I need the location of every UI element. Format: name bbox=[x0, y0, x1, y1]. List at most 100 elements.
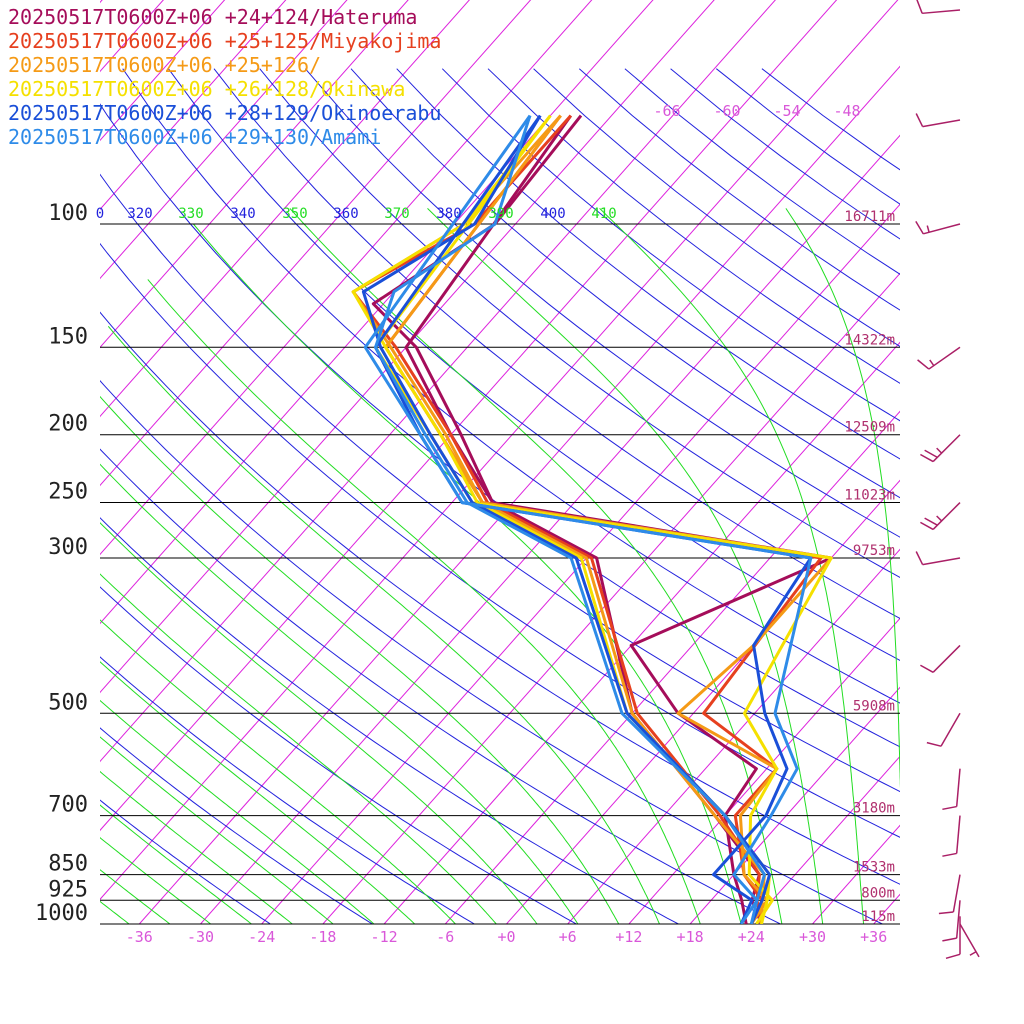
isotherm-line bbox=[812, 824, 900, 924]
height-label: 800m bbox=[861, 885, 895, 901]
legend-entry: 20250517T0600Z+06 +26+128/Okinawa bbox=[8, 77, 405, 101]
dry-adiabat-line bbox=[100, 586, 578, 924]
wind-barb-shaft bbox=[922, 9, 961, 15]
theta-label: 340 bbox=[230, 206, 255, 222]
wind-barb-flag bbox=[938, 911, 954, 915]
pressure-label: 250 bbox=[48, 480, 88, 505]
wind-barb-flag bbox=[916, 0, 923, 14]
wind-barbs bbox=[915, 0, 980, 960]
wind-barb-flag bbox=[915, 551, 924, 565]
wind-barb-shaft bbox=[932, 434, 961, 463]
wind-barb-shaft bbox=[952, 874, 961, 913]
dry-adiabat-line bbox=[578, 68, 900, 311]
legend: 20250517T0600Z+06 +24+124/Hateruma202505… bbox=[8, 5, 441, 149]
wind-barb-shaft bbox=[940, 712, 961, 747]
wind-barb bbox=[915, 113, 961, 128]
wind-barb bbox=[959, 923, 980, 958]
isotherm-line bbox=[100, 0, 593, 556]
wind-barb bbox=[942, 815, 961, 857]
theta-label: 0 bbox=[96, 206, 104, 222]
isotherm-line bbox=[100, 0, 287, 211]
temperature-tick-label: +18 bbox=[677, 928, 704, 946]
isotherm-line bbox=[444, 410, 900, 924]
pressure-label: 200 bbox=[48, 412, 88, 437]
isotherm-line bbox=[996, 0, 1024, 924]
wind-barb-flag bbox=[917, 359, 930, 370]
wind-barb-flag bbox=[942, 852, 957, 857]
temperature-tick-label: -18 bbox=[309, 928, 336, 946]
wind-barb-flag bbox=[920, 453, 934, 463]
height-label: 14322m bbox=[844, 332, 895, 348]
height-label: 16711m bbox=[844, 209, 895, 225]
pressure-label: 1000 bbox=[35, 901, 88, 926]
dewpoint-profile-line bbox=[363, 114, 813, 924]
dry-adiabat-line bbox=[100, 173, 900, 793]
wind-barb-flag bbox=[924, 449, 938, 459]
temperature-tick-label: +24 bbox=[738, 928, 765, 946]
wind-barb-flag bbox=[945, 953, 961, 960]
dry-adiabat-line bbox=[100, 311, 900, 885]
moist-adiabat-line bbox=[100, 619, 456, 924]
legend-entry: 20250517T0600Z+06 +28+129/Okinoerabu bbox=[8, 101, 441, 125]
legend-entry: 20250517T0600Z+06 +25+126/ bbox=[8, 53, 321, 77]
sounding-profiles bbox=[351, 114, 833, 924]
temperature-tick-label: -12 bbox=[371, 928, 398, 946]
dry-adiabat-line bbox=[100, 727, 374, 924]
wind-barb bbox=[942, 768, 961, 811]
isotherm-line bbox=[0, 0, 3, 924]
height-label: 115m bbox=[861, 909, 895, 925]
dry-adiabat-line bbox=[122, 68, 900, 704]
wind-barb-shaft bbox=[922, 557, 961, 566]
pressure-label: 700 bbox=[48, 793, 88, 818]
dry-adiabat-line bbox=[259, 68, 900, 579]
moist-adiabat-line bbox=[100, 661, 416, 924]
height-label: 11023m bbox=[844, 488, 895, 504]
wind-barb bbox=[926, 712, 961, 747]
wind-barb-shaft bbox=[932, 502, 961, 530]
isotherm-line bbox=[873, 893, 900, 924]
dry-adiabat-grid bbox=[100, 68, 900, 924]
wind-barb bbox=[938, 874, 961, 915]
wind-barb-flag bbox=[920, 664, 934, 673]
dry-adiabat-line bbox=[670, 68, 900, 240]
isotherm-line bbox=[100, 0, 226, 142]
moist-adiabat-line bbox=[107, 325, 660, 924]
wind-barb bbox=[917, 346, 961, 370]
theta-label: 350 bbox=[282, 206, 307, 222]
isotherm-line bbox=[100, 0, 409, 349]
dry-adiabat-line bbox=[304, 68, 900, 538]
isotherm-label: -60 bbox=[713, 102, 740, 120]
temperature-tick-label: +6 bbox=[559, 928, 577, 946]
dry-adiabat-line bbox=[441, 68, 900, 422]
wind-barb-flag bbox=[942, 805, 957, 811]
pressure-label: 850 bbox=[48, 852, 88, 877]
moist-adiabat-line bbox=[0, 688, 48, 924]
wind-barb bbox=[920, 644, 961, 673]
moist-adiabat-line bbox=[934, 208, 954, 924]
legend-entry: 20250517T0600Z+06 +25+125/Miyakojima bbox=[8, 29, 441, 53]
wind-barb-half-flag bbox=[969, 951, 977, 956]
wind-barb-shaft bbox=[932, 644, 961, 673]
wind-barb-flag bbox=[920, 521, 934, 531]
wind-barb-half-flag bbox=[936, 447, 943, 454]
isotherm-line bbox=[506, 479, 900, 924]
wind-barb-shaft bbox=[955, 900, 961, 939]
moist-adiabat-line bbox=[100, 522, 538, 924]
theta-label: 400 bbox=[540, 206, 565, 222]
wind-barb-shaft bbox=[923, 223, 961, 235]
moist-adiabat-line bbox=[100, 395, 620, 924]
wind-barb bbox=[942, 900, 961, 942]
isotherm-line bbox=[138, 65, 900, 924]
isotherm-line bbox=[322, 272, 900, 924]
isotherm-line bbox=[100, 0, 899, 901]
moist-adiabat-line bbox=[100, 463, 579, 924]
temperature-tick-label: -36 bbox=[126, 928, 153, 946]
moist-adiabat-line bbox=[193, 223, 742, 924]
wind-barb-shaft bbox=[959, 923, 980, 958]
isotherm-line bbox=[100, 0, 348, 280]
pressure-label: 100 bbox=[48, 201, 88, 226]
moist-adiabat-grid bbox=[0, 208, 954, 924]
moist-adiabat-line bbox=[100, 573, 497, 924]
moist-adiabat-line bbox=[100, 699, 375, 924]
legend-entry: 20250517T0600Z+06 +24+124/Hateruma bbox=[8, 5, 417, 29]
